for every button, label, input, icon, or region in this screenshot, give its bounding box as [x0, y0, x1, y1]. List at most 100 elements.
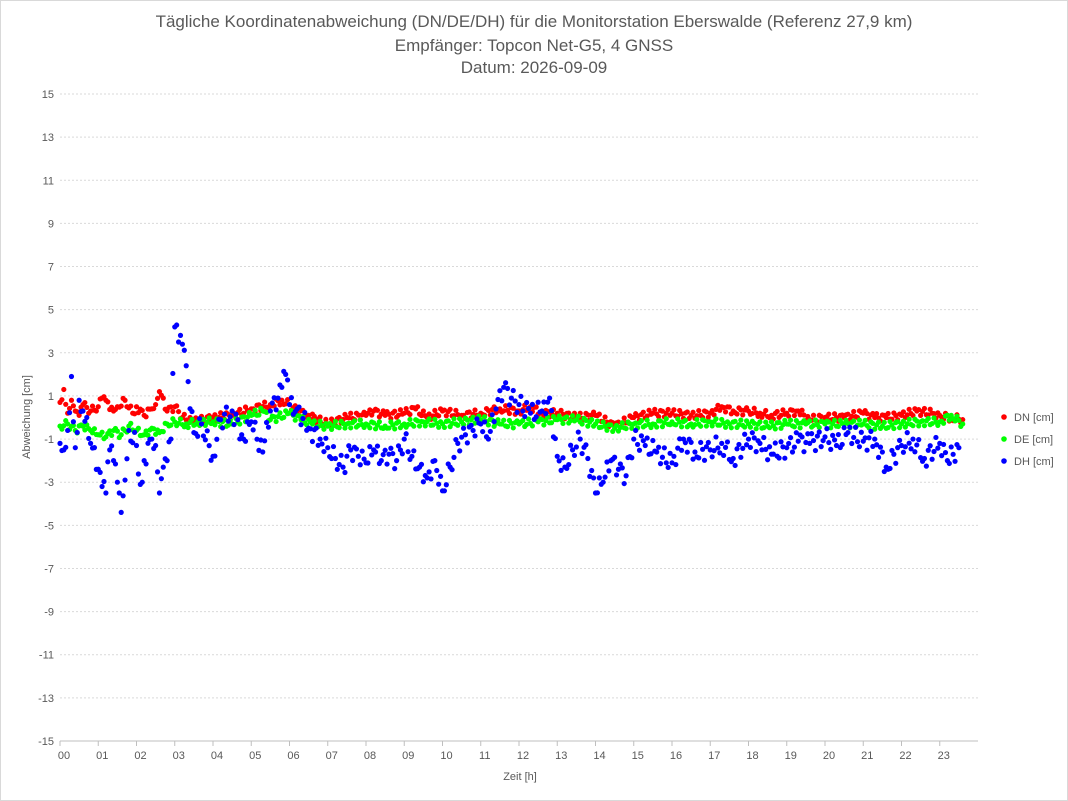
data-point: [516, 401, 522, 408]
data-point: [862, 417, 868, 423]
data-point: [237, 436, 243, 442]
data-point: [491, 419, 497, 425]
data-point: [640, 438, 646, 444]
data-point: [856, 444, 863, 450]
data-point: [594, 490, 601, 496]
data-point: [118, 509, 124, 515]
data-point: [392, 426, 398, 432]
data-point: [168, 404, 174, 410]
data-point: [63, 401, 69, 407]
data-point: [833, 442, 840, 449]
data-point: [527, 410, 534, 416]
data-point: [403, 405, 409, 412]
data-point: [698, 439, 704, 446]
data-point: [263, 419, 270, 426]
y-tick-label: -7: [44, 563, 54, 575]
data-point: [273, 407, 279, 413]
x-tick-label: 00: [58, 750, 70, 762]
data-point: [139, 407, 145, 414]
data-point: [262, 399, 268, 405]
data-point: [462, 432, 469, 438]
data-point: [667, 450, 673, 456]
data-point: [432, 407, 438, 413]
data-point: [874, 442, 880, 448]
data-point: [960, 421, 966, 427]
data-point: [573, 444, 579, 450]
data-point: [677, 436, 683, 442]
data-point: [436, 424, 442, 430]
data-point: [420, 479, 426, 485]
data-point: [881, 419, 887, 426]
data-point: [560, 455, 566, 461]
x-tick-label: 04: [211, 750, 223, 762]
data-point: [420, 419, 426, 425]
data-point: [57, 440, 63, 446]
data-point: [520, 408, 526, 414]
data-point: [70, 422, 76, 429]
data-point: [900, 409, 907, 415]
data-point: [128, 420, 134, 426]
data-point: [135, 425, 142, 431]
data-point: [481, 419, 488, 425]
data-point: [457, 448, 463, 454]
data-point: [133, 442, 140, 449]
x-tick-label: 11: [479, 750, 490, 762]
data-point: [175, 408, 182, 415]
data-point: [548, 407, 555, 414]
data-point: [279, 397, 285, 403]
y-tick-label: 3: [48, 348, 54, 360]
data-point: [275, 395, 281, 401]
data-point: [197, 416, 203, 422]
data-point: [367, 444, 373, 450]
data-point: [810, 412, 817, 418]
data-point: [742, 424, 748, 430]
data-point: [644, 435, 650, 441]
data-point: [895, 419, 901, 425]
data-point: [791, 424, 798, 430]
data-point: [283, 371, 289, 377]
data-point: [849, 413, 855, 419]
x-tick-label: 15: [632, 750, 644, 762]
data-point: [772, 426, 778, 432]
data-point: [713, 434, 719, 440]
data-point: [499, 398, 505, 404]
data-point: [160, 429, 166, 435]
data-point: [602, 414, 608, 420]
legend-marker: [1001, 436, 1007, 442]
data-point: [472, 407, 478, 413]
data-point: [120, 493, 126, 499]
data-point: [273, 418, 279, 425]
data-point: [355, 453, 361, 459]
data-point: [74, 429, 80, 436]
y-tick-label: 5: [48, 305, 54, 317]
data-point: [722, 424, 729, 430]
data-point: [198, 421, 205, 427]
data-point: [560, 420, 566, 427]
data-point: [824, 426, 830, 432]
data-point: [594, 418, 601, 424]
data-point: [583, 442, 589, 448]
data-point: [504, 385, 511, 392]
data-point: [812, 417, 819, 423]
data-point: [747, 444, 754, 451]
data-point: [407, 411, 413, 418]
data-point: [522, 413, 528, 420]
data-point: [730, 455, 736, 462]
data-point: [342, 425, 348, 431]
y-tick-label: -11: [39, 650, 54, 662]
chart-title: Tägliche Koordinatenabweichung (DN/DE/DH…: [155, 12, 913, 31]
data-point: [847, 424, 853, 430]
data-point: [443, 482, 449, 488]
data-point: [644, 417, 650, 423]
data-point: [177, 332, 184, 338]
data-point: [481, 414, 488, 420]
y-tick-label: 15: [42, 89, 54, 101]
data-point: [791, 412, 798, 419]
data-point: [175, 339, 182, 345]
data-point: [709, 454, 715, 460]
data-point: [348, 425, 354, 431]
data-point: [372, 449, 379, 455]
data-point: [621, 480, 627, 487]
data-point: [432, 416, 438, 422]
data-point: [63, 444, 69, 450]
